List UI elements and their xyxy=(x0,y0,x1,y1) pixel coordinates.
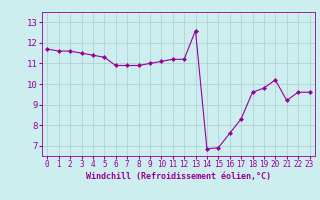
X-axis label: Windchill (Refroidissement éolien,°C): Windchill (Refroidissement éolien,°C) xyxy=(86,172,271,181)
